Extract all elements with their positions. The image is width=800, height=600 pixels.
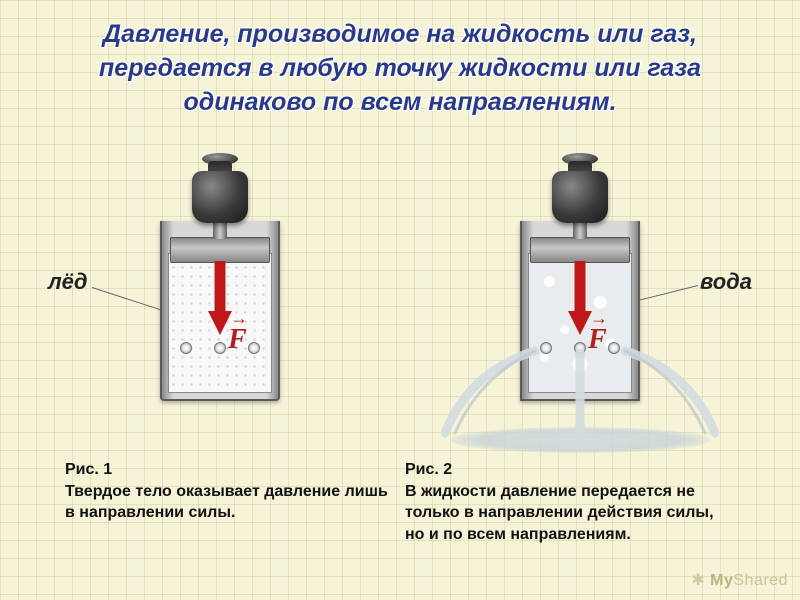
- title-line-3: одинаково по всем направлениям.: [30, 86, 770, 120]
- force-label: F: [228, 324, 247, 356]
- figure-2: вода: [400, 149, 760, 459]
- captions-row: Рис. 1 Твердое тело оказывает давление л…: [30, 459, 770, 545]
- caption-1: Рис. 1 Твердое тело оказывает давление л…: [65, 459, 395, 545]
- material-label-water: вода: [700, 269, 752, 295]
- caption-2-text: В жидкости давление передается не только…: [405, 481, 735, 546]
- title-line-1: Давление, производимое на жидкость или г…: [30, 18, 770, 52]
- caption-2: Рис. 2 В жидкости давление передается не…: [405, 459, 735, 545]
- material-label-ice: лёд: [48, 269, 88, 295]
- watermark: ✱ MyShared: [691, 570, 788, 590]
- weight-icon: [192, 153, 248, 223]
- watermark-text: Shared: [733, 572, 788, 589]
- hole-icon: [214, 342, 226, 354]
- caption-1-text: Твердое тело оказывает давление лишь в н…: [65, 481, 395, 524]
- caption-2-title: Рис. 2: [405, 459, 735, 481]
- weight-icon: [552, 153, 608, 223]
- hole-icon: [180, 342, 192, 354]
- water-streams-icon: [420, 341, 740, 451]
- content-area: Давление, производимое на жидкость или г…: [0, 0, 800, 600]
- caption-1-title: Рис. 1: [65, 459, 395, 481]
- hole-icon: [248, 342, 260, 354]
- figures-row: лёд F вода: [30, 149, 770, 459]
- title-line-2: передается в любую точку жидкости или га…: [30, 52, 770, 86]
- force-label: F: [588, 324, 607, 356]
- figure-1: лёд F: [40, 149, 400, 459]
- page-title: Давление, производимое на жидкость или г…: [30, 18, 770, 119]
